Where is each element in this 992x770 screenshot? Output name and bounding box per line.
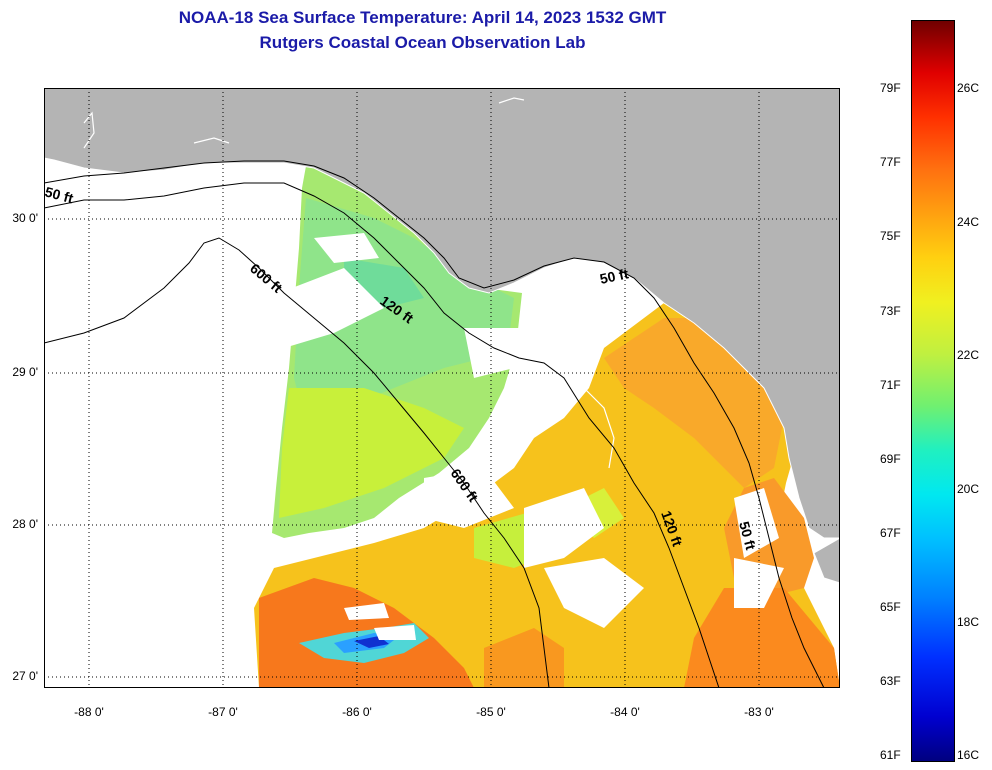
map-frame [44, 88, 840, 688]
colorbar-fahrenheit-label: 61F [880, 748, 901, 762]
map-title: NOAA-18 Sea Surface Temperature: April 1… [178, 8, 667, 27]
temperature-colorbar [911, 20, 955, 762]
longitude-label: -88 0' [74, 705, 104, 719]
latitude-label: 27 0' [12, 669, 38, 683]
longitude-label: -86 0' [342, 705, 372, 719]
longitude-label: -85 0' [476, 705, 506, 719]
latitude-label: 29 0' [12, 365, 38, 379]
isobath-label: 50 ft [736, 520, 759, 552]
longitude-label: -84 0' [610, 705, 640, 719]
colorbar-fahrenheit-label: 65F [880, 600, 901, 614]
colorbar-celsius-label: 18C [957, 615, 980, 629]
colorbar-celsius-label: 20C [957, 482, 980, 496]
graticule [44, 88, 840, 688]
map-subtitle: Rutgers Coastal Ocean Observation Lab [259, 33, 586, 52]
colorbar-celsius-label: 22C [957, 348, 980, 362]
latitude-label: 30 0' [12, 211, 38, 225]
cloud-gaps [279, 233, 784, 640]
colorbar-fahrenheit-label: 77F [880, 155, 901, 169]
colorbar-fahrenheit-label: 73F [880, 304, 901, 318]
colorbar-fahrenheit-label: 63F [880, 674, 901, 688]
colorbar-celsius-label: 24C [957, 215, 980, 229]
sea-surface-temperature-map: 50 ft 600 ft 120 ft 50 ft 600 ft 120 ft … [44, 88, 840, 688]
colorbar-fahrenheit-label: 67F [880, 526, 901, 540]
longitude-label: -87 0' [208, 705, 238, 719]
isobath-label: 50 ft [44, 183, 75, 206]
colorbar-fahrenheit-label: 71F [880, 378, 901, 392]
colorbar-celsius-label: 26C [957, 81, 980, 95]
isobath-label: 50 ft [598, 265, 630, 287]
colorbar-celsius-label: 16C [957, 748, 980, 762]
colorbar-fahrenheit-label: 69F [880, 452, 901, 466]
latitude-label: 28 0' [12, 517, 38, 531]
longitude-label: -83 0' [744, 705, 774, 719]
colorbar-fahrenheit-label: 79F [880, 81, 901, 95]
isobath-contours [44, 160, 825, 688]
colorbar-fahrenheit-label: 75F [880, 229, 901, 243]
